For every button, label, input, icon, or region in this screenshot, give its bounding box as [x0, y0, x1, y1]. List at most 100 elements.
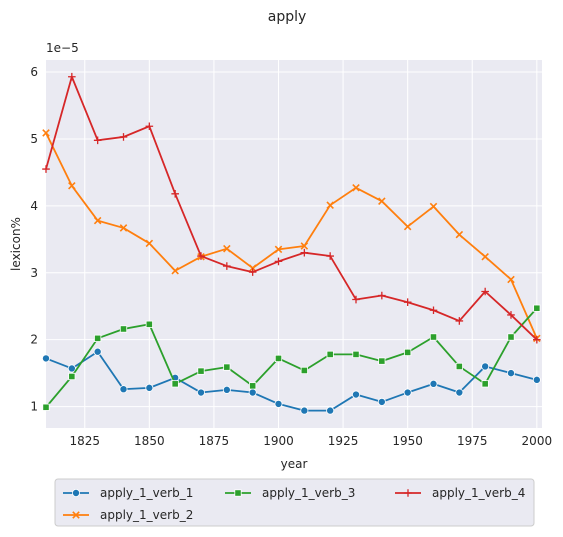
data-point: [119, 385, 128, 394]
x-tick-label: 1850: [134, 434, 165, 448]
y-axis-label: lexicon%: [9, 217, 23, 271]
y-tick-label: 3: [30, 266, 38, 280]
data-point: [481, 362, 490, 371]
data-point: [429, 379, 438, 388]
x-tick-label: 1825: [69, 434, 100, 448]
x-tick-label: 1925: [328, 434, 359, 448]
data-point: [403, 298, 412, 307]
data-point: [42, 354, 51, 363]
legend-marker: [234, 489, 242, 497]
legend: apply_1_verb_1 apply_1_verb_2 apply_1_verb…: [54, 478, 535, 527]
legend-marker: [72, 511, 80, 519]
legend-box: [54, 478, 535, 527]
x-tick-label: 1900: [263, 434, 294, 448]
data-point: [351, 390, 360, 399]
data-point: [300, 366, 308, 375]
data-point: [403, 388, 412, 397]
data-point: [145, 383, 154, 392]
data-point: [68, 372, 76, 381]
data-point: [326, 406, 335, 415]
data-point: [455, 230, 464, 239]
data-point: [377, 397, 386, 406]
data-point: [171, 266, 179, 275]
data-point: [42, 403, 50, 411]
legend-marker: [404, 489, 412, 497]
series-apply_1_verb_1: [42, 347, 541, 415]
data-point: [507, 333, 515, 341]
data-point: [481, 252, 489, 261]
chart-title: apply: [268, 9, 307, 25]
data-point: [222, 385, 231, 394]
data-point: [429, 306, 438, 315]
data-point: [119, 224, 128, 232]
data-point: [506, 369, 515, 378]
data-point: [481, 380, 489, 388]
legend-label: apply_1_verb_2: [100, 508, 193, 522]
data-point: [171, 380, 179, 388]
legend-item-apply_1_verb_1: apply_1_verb_1: [63, 486, 193, 500]
legend-item-apply_1_verb_4: apply_1_verb_4: [395, 486, 525, 500]
data-point: [507, 311, 515, 319]
y-tick-label: 6: [30, 65, 38, 79]
data-point: [93, 347, 102, 356]
data-point: [274, 245, 283, 254]
data-point: [274, 399, 283, 408]
data-point: [532, 375, 541, 384]
data-point: [248, 388, 257, 397]
grid: [46, 60, 542, 428]
data-point: [67, 364, 76, 373]
legend-label: apply_1_verb_4: [432, 486, 525, 500]
data-point: [455, 317, 464, 325]
y-tick-labels: 1 2 3 4 5 6: [30, 65, 38, 414]
series-line: [45, 307, 538, 408]
y-scale-label: 1e−5: [46, 41, 79, 55]
x-tick-label: 1950: [392, 434, 423, 448]
data-point: [352, 350, 360, 359]
data-point: [223, 363, 231, 371]
series-apply_1_verb_3: [42, 304, 541, 411]
data-point: [274, 257, 283, 266]
data-point: [300, 242, 309, 250]
data-point: [378, 291, 386, 300]
y-tick-label: 1: [30, 400, 38, 414]
data-point: [378, 197, 386, 205]
legend-label: apply_1_verb_3: [262, 486, 355, 500]
data-point: [274, 354, 283, 363]
data-point: [42, 129, 50, 137]
data-point: [326, 252, 334, 260]
data-point: [145, 239, 154, 248]
data-point: [533, 304, 541, 312]
series-line: [45, 75, 538, 341]
x-tick-label: 2000: [522, 434, 553, 448]
data-point: [119, 325, 128, 333]
data-point: [326, 201, 334, 209]
data-point: [93, 216, 102, 225]
data-point: [378, 357, 386, 365]
data-point: [326, 350, 334, 359]
data-point: [94, 334, 102, 342]
data-point: [404, 348, 412, 356]
data-point: [249, 382, 257, 390]
data-point: [42, 165, 50, 173]
x-axis-label: year: [281, 457, 308, 471]
series-line: [45, 132, 538, 339]
data-point: [352, 295, 360, 304]
data-point: [455, 362, 463, 371]
data-point: [403, 222, 412, 231]
data-point: [248, 268, 257, 276]
data-point: [429, 202, 438, 211]
data-point: [197, 367, 205, 375]
data-point: [533, 335, 541, 344]
series-line: [45, 350, 538, 412]
data-point: [145, 320, 153, 328]
data-point: [223, 244, 231, 253]
data-point: [300, 406, 309, 415]
data-point: [197, 252, 205, 260]
x-tick-label: 1975: [457, 434, 488, 448]
data-point: [145, 122, 154, 131]
data-point: [68, 182, 76, 190]
x-tick-labels: 1825 1850 1875 1900 1925 1950 1975 2000: [69, 434, 552, 448]
data-point: [352, 184, 360, 192]
y-tick-label: 5: [30, 132, 38, 146]
